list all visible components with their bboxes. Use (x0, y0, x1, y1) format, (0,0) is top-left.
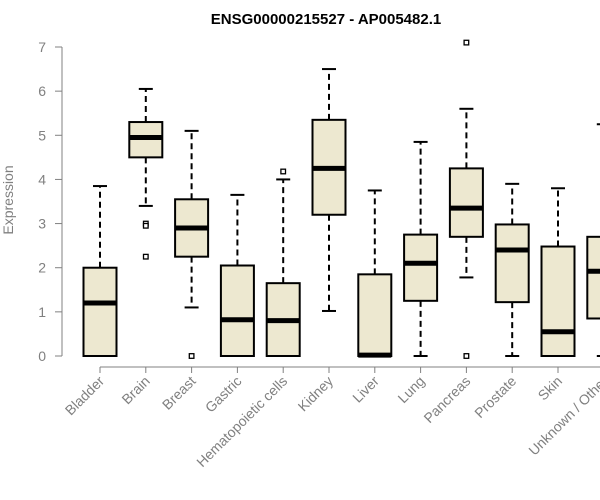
outlier-point (463, 353, 470, 359)
y-tick-label: 2 (38, 260, 46, 276)
box-body (586, 235, 600, 320)
x-axis (99, 366, 600, 373)
box-hematopoietic-cells (265, 168, 301, 357)
y-tick-label: 4 (38, 171, 46, 187)
box-body (219, 264, 255, 357)
category-label: Kidney (295, 373, 337, 415)
box-body (494, 223, 530, 304)
y-tick-label: 6 (38, 83, 46, 99)
outlier-point (463, 39, 470, 46)
category-label: Bladder (62, 373, 108, 419)
category-label: Prostate (471, 373, 519, 421)
box-lung (403, 140, 439, 357)
box-liver (357, 189, 393, 358)
box-pancreas (448, 39, 484, 359)
category-label: Brain (118, 373, 152, 407)
category-label: Skin (535, 373, 566, 404)
category-label: Breast (159, 373, 199, 413)
box-body (403, 233, 439, 302)
outlier-point (280, 168, 287, 175)
box-body (357, 273, 393, 358)
category-label: Lung (394, 373, 427, 406)
y-tick-label: 1 (38, 304, 46, 320)
box-breast (174, 129, 210, 359)
y-tick-label: 3 (38, 216, 46, 232)
box-brain (128, 87, 164, 260)
box-kidney (311, 68, 347, 312)
outlier-point (142, 222, 149, 229)
category-label: Hematopoietic cells (193, 373, 290, 470)
outlier-point (142, 253, 149, 260)
box-body (448, 167, 484, 238)
box-gastric (219, 193, 255, 357)
y-tick-label: 0 (38, 348, 46, 364)
box-bladder (82, 185, 118, 358)
category-label: Gastric (202, 373, 245, 416)
outlier-point (188, 353, 195, 359)
category-label: Liver (349, 373, 382, 406)
box-body (82, 266, 118, 358)
y-axis: 0 1 2 3 4 5 6 7 (38, 39, 63, 364)
chart-title: ENSG00000215527 - AP005482.1 (211, 11, 441, 28)
y-tick-label: 7 (38, 39, 46, 55)
box-skin (540, 187, 576, 357)
boxes-group (82, 39, 600, 359)
box-prostate (494, 182, 530, 357)
y-tick-label: 5 (38, 127, 46, 143)
box-body (540, 245, 576, 357)
category-label: Pancreas (420, 373, 473, 426)
y-axis-title: Expression (0, 165, 16, 234)
box-unknown-other (586, 123, 600, 357)
